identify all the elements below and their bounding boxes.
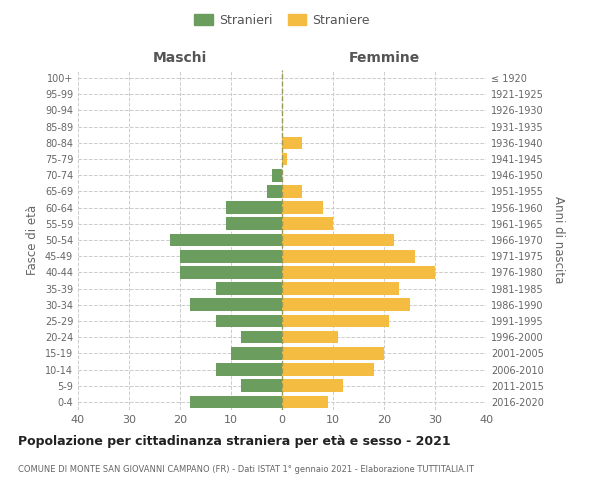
Bar [282,202,323,214]
Bar [170,234,282,246]
Bar [231,347,282,360]
Bar [282,363,374,376]
Bar [216,314,282,328]
Bar [267,185,282,198]
Bar [180,266,282,278]
Bar [241,380,282,392]
Bar [216,363,282,376]
Bar [190,298,282,311]
Bar [282,380,343,392]
Bar [226,202,282,214]
Text: Maschi: Maschi [153,51,207,65]
Y-axis label: Anni di nascita: Anni di nascita [552,196,565,284]
Bar [282,298,410,311]
Y-axis label: Fasce di età: Fasce di età [26,205,39,275]
Bar [216,282,282,295]
Bar [282,234,394,246]
Text: Popolazione per cittadinanza straniera per età e sesso - 2021: Popolazione per cittadinanza straniera p… [18,435,451,448]
Text: COMUNE DI MONTE SAN GIOVANNI CAMPANO (FR) - Dati ISTAT 1° gennaio 2021 - Elabora: COMUNE DI MONTE SAN GIOVANNI CAMPANO (FR… [18,465,474,474]
Bar [272,169,282,181]
Bar [180,250,282,262]
Bar [226,218,282,230]
Bar [282,250,415,262]
Bar [282,282,400,295]
Bar [282,152,287,166]
Bar [282,396,328,408]
Bar [282,185,302,198]
Text: Femmine: Femmine [349,51,419,65]
Legend: Stranieri, Straniere: Stranieri, Straniere [191,11,373,29]
Bar [282,347,384,360]
Bar [282,266,435,278]
Bar [282,331,338,344]
Bar [282,218,333,230]
Bar [190,396,282,408]
Bar [282,314,389,328]
Bar [241,331,282,344]
Bar [282,136,302,149]
